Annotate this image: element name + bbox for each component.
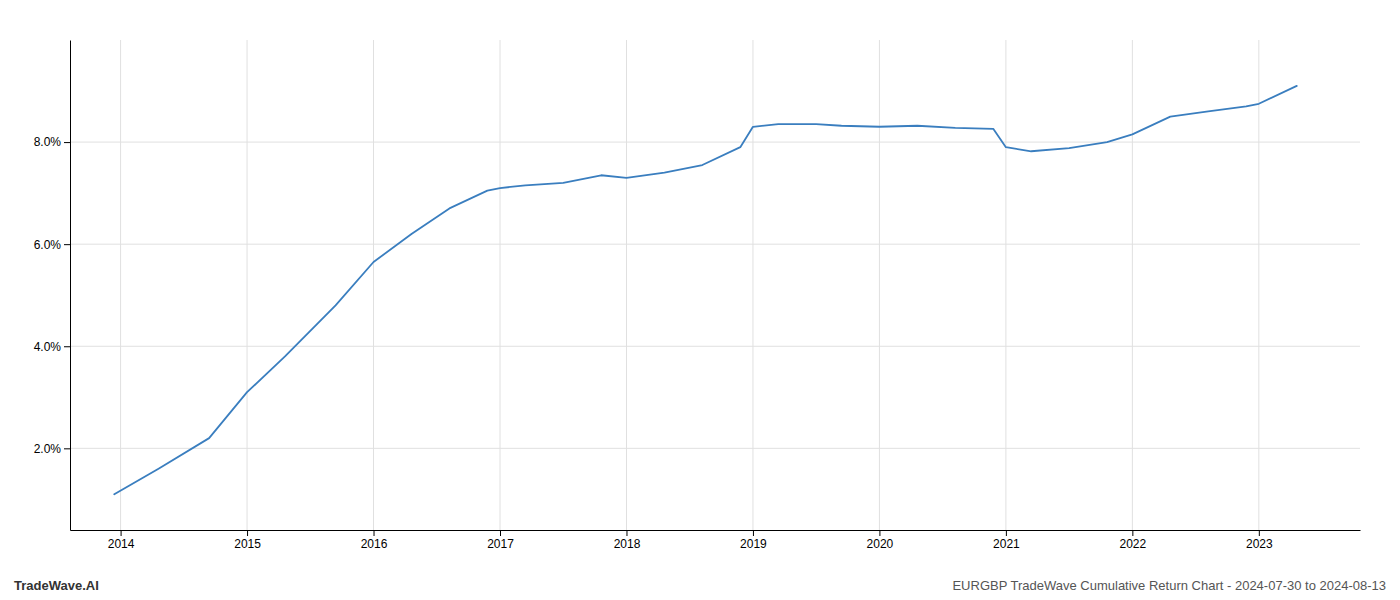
x-axis: 2014 2015 2016 2017 2018 2019 2020 2021 2022 2023: [71, 530, 1361, 551]
x-tick-mark: [1132, 530, 1133, 536]
grid-line-x: [247, 40, 248, 530]
y-tick: 4.0%: [34, 340, 70, 354]
footer-left: TradeWave.AI: [14, 578, 99, 593]
y-tick-mark: [64, 346, 70, 347]
grid-line-x: [752, 40, 753, 530]
y-tick: 6.0%: [34, 238, 70, 252]
x-tick-label: 2015: [234, 537, 261, 551]
footer-right: EURGBP TradeWave Cumulative Return Chart…: [952, 578, 1386, 593]
data-line: [114, 86, 1297, 494]
y-tick-label: 6.0%: [34, 238, 62, 252]
x-tick-label: 2019: [740, 537, 767, 551]
x-tick-mark: [500, 530, 501, 536]
x-tick-mark: [1006, 530, 1007, 536]
grid-line-x: [1132, 40, 1133, 530]
grid: [70, 40, 1360, 530]
x-tick-mark: [121, 530, 122, 536]
y-tick: 2.0%: [34, 442, 70, 456]
x-tick: 2018: [614, 530, 641, 551]
x-tick: 2016: [361, 530, 388, 551]
x-tick-mark: [247, 530, 248, 536]
x-tick-mark: [626, 530, 627, 536]
x-tick-label: 2021: [993, 537, 1020, 551]
grid-line-y: [70, 244, 1360, 245]
x-tick: 2015: [234, 530, 261, 551]
x-tick-mark: [374, 530, 375, 536]
x-tick: 2022: [1120, 530, 1147, 551]
y-tick-mark: [64, 142, 70, 143]
x-tick-mark: [753, 530, 754, 536]
x-tick-mark: [1259, 530, 1260, 536]
x-tick: 2014: [108, 530, 135, 551]
x-tick-label: 2020: [867, 537, 894, 551]
grid-line-x: [500, 40, 501, 530]
y-tick-mark: [64, 448, 70, 449]
x-tick: 2023: [1246, 530, 1273, 551]
x-tick-label: 2014: [108, 537, 135, 551]
x-tick-label: 2016: [361, 537, 388, 551]
grid-line-y: [70, 142, 1360, 143]
grid-line-y: [70, 448, 1360, 449]
grid-line-x: [626, 40, 627, 530]
y-axis: 2.0% 4.0% 6.0% 8.0%: [34, 41, 71, 531]
x-tick: 2017: [487, 530, 514, 551]
x-tick-label: 2023: [1246, 537, 1273, 551]
y-tick: 8.0%: [34, 135, 70, 149]
grid-line-x: [120, 40, 121, 530]
y-axis-line: [70, 41, 71, 531]
x-tick: 2019: [740, 530, 767, 551]
x-tick: 2020: [867, 530, 894, 551]
grid-line-x: [1005, 40, 1006, 530]
x-tick: 2021: [993, 530, 1020, 551]
grid-line-y: [70, 346, 1360, 347]
plot-area: [114, 86, 1297, 494]
grid-line-x: [879, 40, 880, 530]
grid-line-x: [1258, 40, 1259, 530]
x-tick-label: 2018: [614, 537, 641, 551]
y-tick-label: 4.0%: [34, 340, 62, 354]
x-axis-line: [71, 530, 1361, 531]
y-tick-label: 8.0%: [34, 135, 62, 149]
x-tick-label: 2017: [487, 537, 514, 551]
chart-svg: 2014 2015 2016 2017 2018 2019 2020 2021 2022 2023…: [0, 0, 1400, 600]
y-tick-mark: [64, 244, 70, 245]
y-tick-label: 2.0%: [34, 442, 62, 456]
grid-line-x: [373, 40, 374, 530]
x-tick-label: 2022: [1120, 537, 1147, 551]
x-tick-mark: [879, 530, 880, 536]
